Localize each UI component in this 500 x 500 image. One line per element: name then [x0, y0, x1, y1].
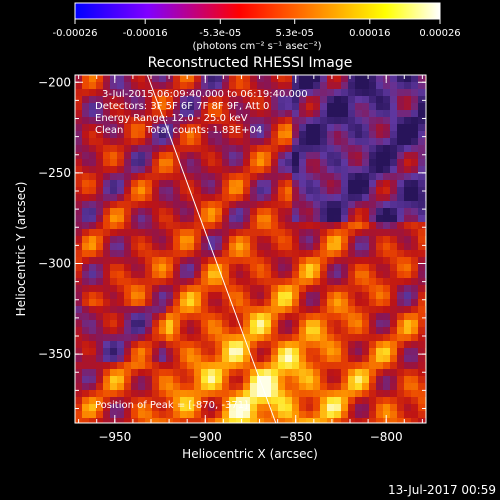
- colorbar: [74, 2, 441, 20]
- plot-frame: [74, 74, 427, 424]
- y-tick-label: −250: [38, 166, 71, 180]
- heatmap: [75, 75, 426, 423]
- colorbar-tick-label: -5.3e-05: [199, 28, 241, 39]
- x-tick-label: −800: [370, 430, 403, 444]
- colorbar-tick-label: 5.3e-05: [276, 28, 314, 39]
- time-range-text: 3-Jul-2015 06:09:40.000 to 06:19:40.000: [102, 89, 308, 100]
- x-tick-label: −900: [189, 430, 222, 444]
- solar-limb-line: [146, 75, 277, 423]
- footer-timestamp: 13-Jul-2017 00:59: [388, 483, 496, 497]
- chart-title: Reconstructed RHESSI Image: [148, 55, 353, 71]
- total-counts-text: Total counts: 1.83E+04: [145, 125, 262, 136]
- colorbar-ticks: -0.00026 -0.00016 -5.3e-05 5.3e-05 0.00016 0.…: [53, 19, 461, 39]
- colorbar-tick-label: 0.00016: [349, 28, 390, 39]
- y-tick-label: −350: [38, 347, 71, 361]
- colorbar-units: (photons cm⁻² s⁻¹ asec⁻²): [192, 41, 321, 52]
- x-axis-label: Heliocentric X (arcsec): [182, 447, 318, 461]
- colorbar-tick-label: 0.00026: [419, 28, 460, 39]
- x-tick-label: −950: [98, 430, 131, 444]
- y-axis-label: Heliocentric Y (arcsec): [14, 182, 28, 317]
- colorbar-tick-label: -0.00016: [123, 28, 168, 39]
- x-tick-label: −850: [279, 430, 312, 444]
- x-axis: −950 −900 −850 −800: [78, 75, 423, 444]
- energy-range-text: Energy Range: 12.0 - 25.0 keV: [95, 113, 248, 124]
- y-tick-label: −200: [38, 75, 71, 89]
- colorbar-tick-label: -0.00026: [53, 28, 98, 39]
- clean-text: Clean: [95, 125, 123, 136]
- y-tick-label: −300: [38, 257, 71, 271]
- y-axis: −200 −250 −300 −350: [38, 75, 426, 409]
- peak-position-text: Position of Peak = [-870, -371]: [95, 400, 248, 411]
- detectors-text: Detectors: 3F 5F 6F 7F 8F 9F, Att 0: [95, 101, 269, 112]
